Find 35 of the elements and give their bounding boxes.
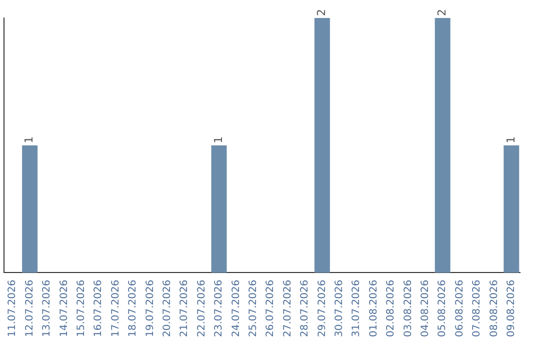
x-tick-label: 26.07.2026 bbox=[265, 280, 276, 338]
x-tick-label: 16.07.2026 bbox=[93, 280, 104, 338]
x-tick-label: 23.07.2026 bbox=[214, 280, 225, 338]
x-tick-label: 17.07.2026 bbox=[110, 280, 122, 338]
x-tick-label: 11.07.2026 bbox=[7, 280, 18, 338]
x-tick-label: 25.07.2026 bbox=[248, 280, 259, 338]
x-tick-label: 22.07.2026 bbox=[196, 280, 208, 338]
x-tick-label: 21.07.2026 bbox=[179, 280, 190, 338]
x-tick-label: 30.07.2026 bbox=[334, 280, 345, 338]
x-tick-label: 09.08.2026 bbox=[506, 280, 517, 338]
x-tick-label: 01.08.2026 bbox=[368, 280, 380, 338]
x-tick-label: 08.08.2026 bbox=[488, 280, 500, 338]
x-tick-label: 04.08.2026 bbox=[420, 280, 431, 338]
x-tick-label: 28.07.2026 bbox=[300, 280, 311, 338]
x-tick-label: 15.07.2026 bbox=[76, 280, 87, 338]
data-label: 2 bbox=[435, 9, 448, 16]
data-label: 1 bbox=[22, 136, 36, 144]
x-tick-label: 31.07.2026 bbox=[351, 280, 362, 338]
x-tick-label: 12.07.2026 bbox=[24, 280, 36, 338]
data-label: 1 bbox=[504, 136, 518, 144]
data-label: 2 bbox=[315, 9, 328, 16]
x-tick-label: 14.07.2026 bbox=[58, 280, 70, 338]
x-tick-label: 27.07.2026 bbox=[282, 280, 294, 338]
x-tick-label: 29.07.2026 bbox=[316, 280, 328, 338]
x-tick-label: 18.07.2026 bbox=[128, 280, 139, 338]
data-label: 1 bbox=[212, 136, 225, 144]
x-tick-label: 06.08.2026 bbox=[454, 280, 466, 338]
x-tick-label: 19.07.2026 bbox=[144, 280, 156, 338]
x-tick-label: 05.08.2026 bbox=[437, 280, 448, 338]
x-tick-label: 02.08.2026 bbox=[386, 280, 397, 338]
x-tick-label: 20.07.2026 bbox=[162, 280, 173, 338]
x-tick-label: 13.07.2026 bbox=[42, 280, 53, 338]
x-tick-label: 24.07.2026 bbox=[230, 280, 242, 338]
x-tick-label: 03.08.2026 bbox=[402, 280, 414, 338]
x-tick-label: 07.08.2026 bbox=[472, 280, 483, 338]
